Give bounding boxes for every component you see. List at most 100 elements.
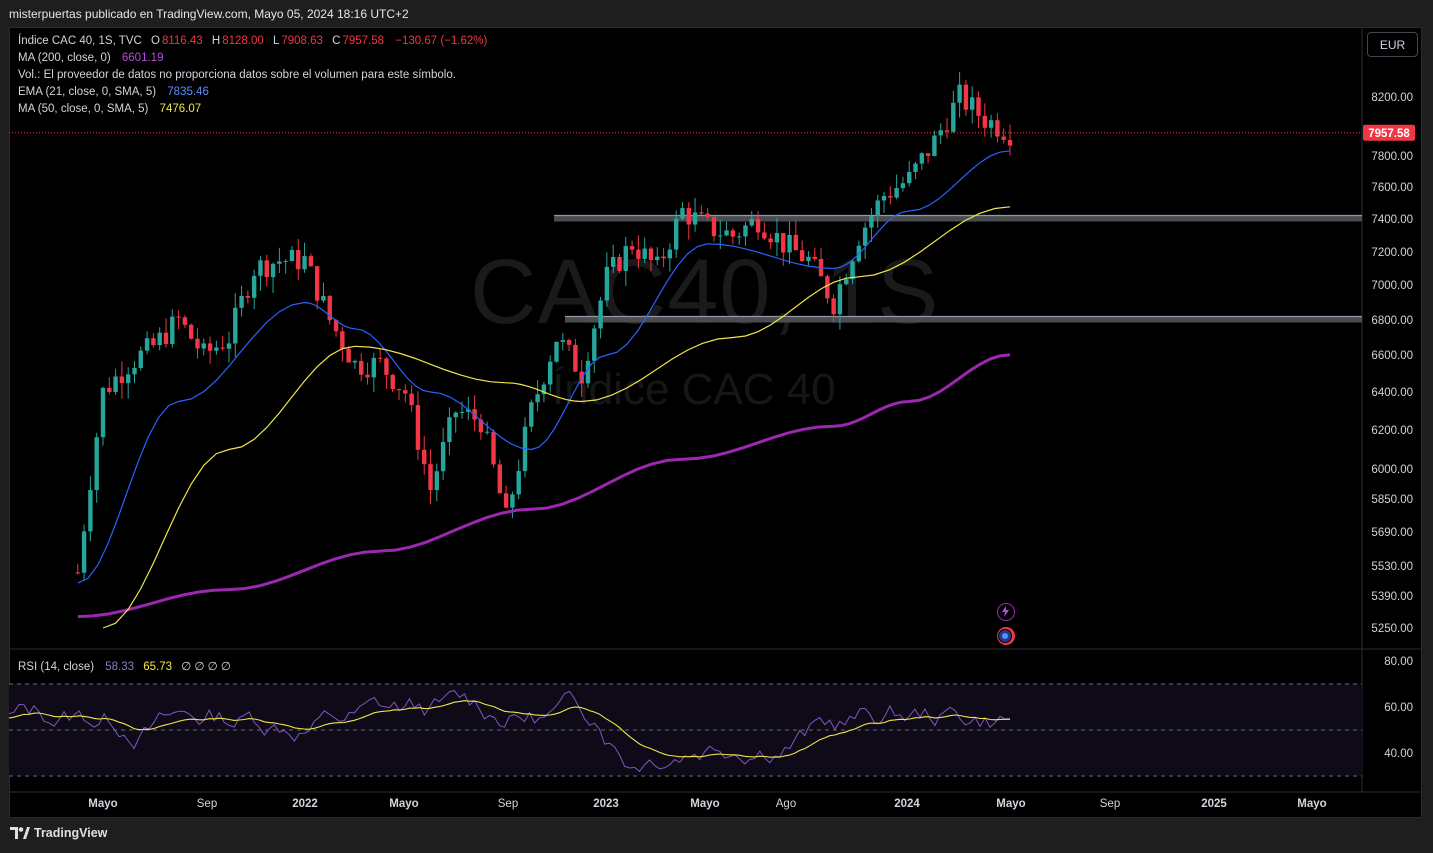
price-tick-label: 8200.00 [1371, 92, 1413, 104]
time-tick-label: 2023 [593, 798, 619, 810]
candle-body [560, 340, 565, 342]
candle-body [585, 360, 591, 384]
candle-body [478, 419, 484, 433]
candle-body [245, 295, 251, 298]
candle-body [680, 208, 685, 219]
candle-body [844, 279, 849, 285]
price-tick-label: 5390.00 [1371, 591, 1413, 603]
candle-body [957, 84, 962, 103]
candle-body [75, 572, 81, 574]
candle-body [447, 417, 452, 442]
publisher-line: misterpuertas publicado en TradingView.c… [9, 7, 409, 21]
watermark-name: Índice CAC 40 [552, 365, 836, 414]
time-tick-label: Mayo [1297, 798, 1326, 810]
candle-body [825, 276, 830, 299]
currency-button[interactable]: EUR [1367, 32, 1418, 57]
legend-rsi-row[interactable]: RSI (14, close) 58.33 65.73 ∅ ∅ ∅ ∅ [18, 659, 233, 673]
candle-body [88, 490, 93, 532]
candle-body [503, 493, 509, 508]
support-zone-band [554, 215, 1362, 222]
last-price-label: 7957.58 [1368, 128, 1410, 140]
candle-body [138, 350, 143, 368]
candle-body [862, 227, 868, 246]
legend-rsi-ma-value: 65.73 [143, 661, 173, 673]
candle-body [258, 260, 263, 276]
earnings-badge-icon[interactable] [997, 627, 1015, 645]
candle-body [207, 343, 213, 351]
legend-l-value: 7908.63 [281, 35, 323, 47]
tradingview-logo-icon [10, 826, 30, 840]
candle-body [277, 261, 282, 264]
time-tick-label: Mayo [389, 798, 418, 810]
candle-body [510, 494, 515, 508]
candle-body [799, 250, 805, 262]
candle-body [932, 135, 937, 156]
legend-volume-note: Vol.: El proveedor de datos no proporcio… [18, 69, 456, 81]
tradingview-brand-label: TradingView [34, 826, 108, 840]
candle-body [724, 230, 729, 236]
candle-body [270, 263, 276, 278]
legend-rsi-extra: ∅ ∅ ∅ ∅ [181, 661, 231, 673]
candle-body [573, 344, 578, 372]
candle-body [371, 357, 377, 378]
price-tick-label: 5690.00 [1371, 527, 1413, 539]
candle-body [636, 249, 641, 259]
candle-body [264, 260, 269, 278]
price-tick-label: 6400.00 [1371, 387, 1413, 399]
candle-body [988, 120, 994, 128]
chart-canvas[interactable]: 8200.00 7800.00 7600.00 7400.00 7200.00 7000.… [9, 27, 1422, 818]
candle-body [239, 295, 244, 308]
candle-body [107, 387, 112, 393]
legend-ma50-label: MA (50, close, 0, SMA, 5) [18, 103, 149, 115]
time-tick-label: Mayo [88, 798, 117, 810]
candle-body [144, 338, 150, 351]
legend-ma200-value: 6601.19 [121, 52, 164, 64]
candle-body [888, 195, 893, 198]
legend-rsi-value: 58.33 [105, 661, 135, 673]
candle-body [346, 348, 351, 363]
tradingview-brand[interactable]: TradingView [10, 826, 107, 840]
candle-body [289, 249, 295, 262]
candle-body [686, 208, 691, 225]
candle-body [787, 234, 792, 253]
legend-symbol-row[interactable]: Índice CAC 40, 1S, TVC O 8116.43 H 8128.00… [18, 35, 489, 47]
candle-body [774, 233, 780, 243]
candle-body [453, 412, 458, 418]
price-tick-label: 5850.00 [1371, 494, 1413, 506]
candle-body [604, 266, 610, 301]
candle-body [163, 332, 169, 345]
legend-ma200-row[interactable]: MA (200, close, 0) 6601.19 [18, 52, 165, 64]
legend-ema21-row[interactable]: EMA (21, close, 0, SMA, 5) 7835.46 [18, 86, 211, 98]
candle-body [944, 130, 950, 132]
candle-body [100, 387, 106, 438]
legend-ma200-label: MA (200, close, 0) [18, 52, 111, 64]
candle-body [642, 248, 647, 259]
candle-body [648, 248, 654, 261]
candle-body [661, 256, 666, 259]
candle-body [81, 531, 87, 573]
ma50-line [102, 206, 1011, 629]
candle-body [390, 374, 395, 390]
lightning-icon[interactable] [997, 603, 1015, 621]
rsi-tick-label: 80.00 [1384, 656, 1413, 668]
candle-body [119, 376, 125, 384]
price-tick-label: 7000.00 [1371, 280, 1413, 292]
candle-body [415, 405, 421, 450]
time-tick-label: Sep [498, 798, 518, 810]
candle-body [667, 249, 673, 259]
time-tick-label: Mayo [996, 798, 1025, 810]
candle-body [516, 471, 521, 495]
candle-body [705, 213, 710, 217]
legend-o-value: 8116.43 [161, 35, 203, 47]
candle-body [692, 212, 698, 225]
candle-body [894, 188, 899, 198]
candle-body [806, 256, 811, 262]
candle-body [730, 230, 736, 237]
candle-body [837, 284, 843, 315]
legend-ma50-row[interactable]: MA (50, close, 0, SMA, 5) 7476.07 [18, 103, 203, 115]
candle-body [938, 130, 943, 136]
last-price-tag [1363, 124, 1415, 141]
candle-body [321, 295, 326, 301]
candle-body [176, 316, 181, 318]
candle-body [233, 307, 238, 344]
